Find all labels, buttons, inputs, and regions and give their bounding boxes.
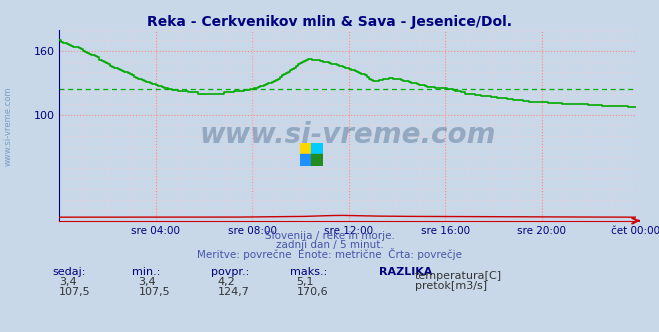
Text: sedaj:: sedaj:	[53, 267, 86, 277]
Text: 124,7: 124,7	[217, 287, 249, 297]
Bar	[312, 154, 323, 166]
Text: povpr.:: povpr.:	[211, 267, 249, 277]
Text: 5,1: 5,1	[297, 277, 314, 287]
Text: Slovenija / reke in morje.: Slovenija / reke in morje.	[264, 231, 395, 241]
Bar	[312, 143, 323, 154]
Text: min.:: min.:	[132, 267, 160, 277]
Text: 3,4: 3,4	[59, 277, 77, 287]
Text: 4,2: 4,2	[217, 277, 235, 287]
Text: maks.:: maks.:	[290, 267, 328, 277]
Text: RAZLIKA: RAZLIKA	[379, 267, 432, 277]
Text: pretok[m3/s]: pretok[m3/s]	[415, 281, 486, 291]
Bar	[300, 143, 312, 154]
Text: www.si-vreme.com: www.si-vreme.com	[200, 121, 496, 149]
Text: Reka - Cerkvenikov mlin & Sava - Jesenice/Dol.: Reka - Cerkvenikov mlin & Sava - Jesenic…	[147, 15, 512, 29]
Text: www.si-vreme.com: www.si-vreme.com	[4, 86, 13, 166]
Text: 107,5: 107,5	[138, 287, 170, 297]
Text: 107,5: 107,5	[59, 287, 91, 297]
Text: 170,6: 170,6	[297, 287, 328, 297]
Text: 3,4: 3,4	[138, 277, 156, 287]
Text: temperatura[C]: temperatura[C]	[415, 271, 501, 281]
Text: Meritve: povrečne  Enote: metrične  Črta: povrečje: Meritve: povrečne Enote: metrične Črta: …	[197, 248, 462, 260]
Bar	[300, 154, 312, 166]
Text: zadnji dan / 5 minut.: zadnji dan / 5 minut.	[275, 240, 384, 250]
